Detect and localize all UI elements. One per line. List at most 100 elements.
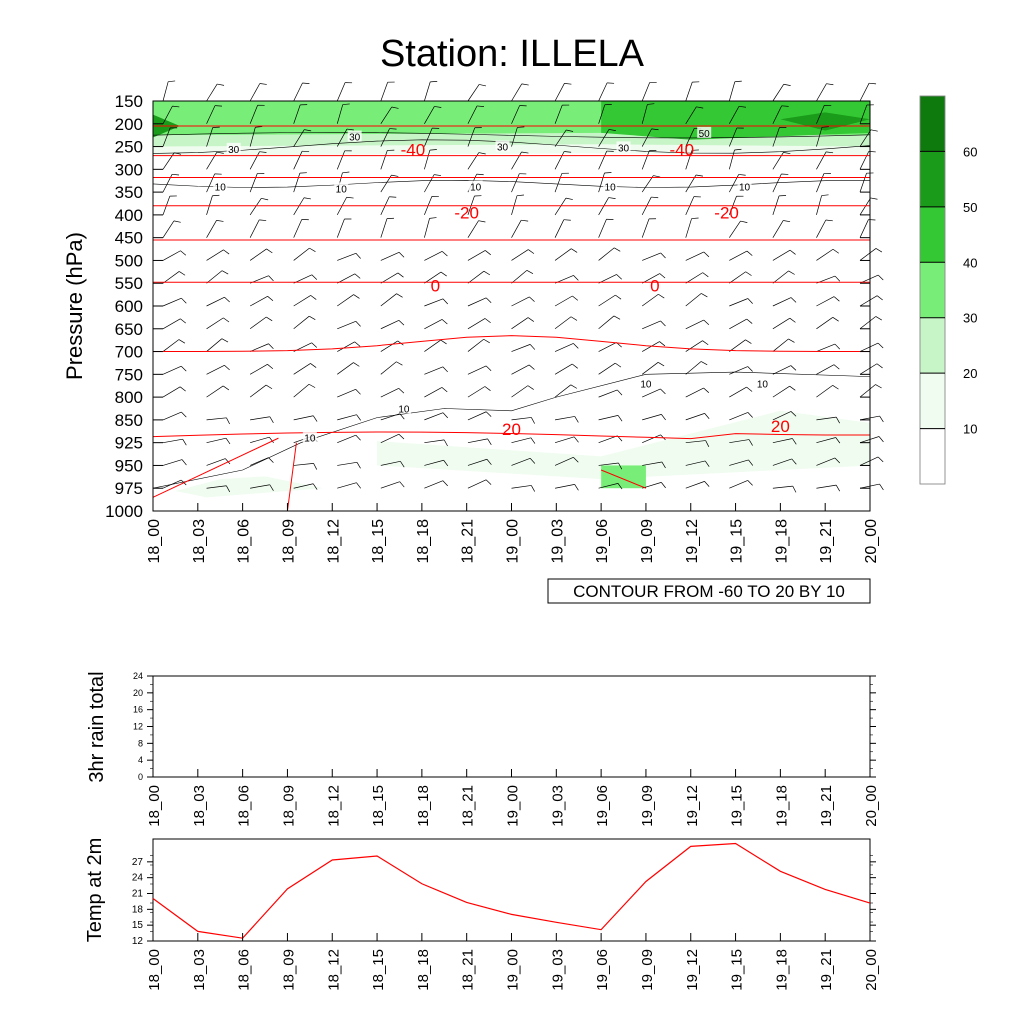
wind-barb: [380, 460, 401, 466]
wind-barb: [859, 104, 868, 124]
wind-barb: [816, 457, 836, 466]
chart-title: Station: ILLELA: [380, 33, 645, 75]
wind-barb: [685, 413, 705, 421]
wind-barb-flag: [265, 384, 273, 390]
y-tick-label: 24: [132, 873, 144, 884]
wind-barb: [337, 294, 354, 307]
wind-barb-flag: [781, 105, 789, 107]
wind-barb: [424, 439, 445, 444]
wind-barb-flag: [659, 341, 666, 347]
wind-barb-flag: [738, 105, 746, 108]
x-tick-label: 19_00: [505, 785, 522, 827]
wind-barb: [380, 361, 397, 375]
wind-barb: [859, 129, 872, 147]
x-tick-label: 18_09: [280, 519, 297, 564]
wind-barb: [772, 249, 791, 261]
wind-barb-flag: [869, 82, 877, 85]
temperature-contours: [152, 125, 871, 512]
wind-barb: [424, 271, 442, 284]
fill-band-upper-60: [780, 112, 870, 131]
wind-barb-flag: [311, 342, 318, 348]
wind-barb: [249, 457, 269, 466]
wind-barb-flag: [570, 384, 578, 389]
wind-barb-flag: [563, 219, 571, 221]
wind-barb: [642, 341, 660, 352]
wind-barb: [424, 387, 443, 398]
rain-plot-frame: [152, 675, 871, 778]
wind-barb: [293, 104, 301, 124]
wind-barb: [772, 485, 793, 489]
wind-barb: [729, 480, 748, 489]
wind-barb-flag: [529, 344, 536, 350]
wind-barb: [772, 105, 782, 124]
wind-barb: [380, 293, 397, 307]
colorbar-box: [919, 262, 946, 318]
wind-barb-flag: [876, 363, 883, 369]
wind-barb: [729, 339, 746, 352]
wind-barb-flag: [440, 339, 447, 345]
wind-barb: [337, 388, 356, 398]
wind-barb-flag: [613, 315, 621, 320]
wind-barb-flag: [879, 483, 884, 491]
wind-barb-flag: [216, 151, 224, 154]
wind-barb-flag: [268, 343, 274, 349]
wind-barb: [685, 361, 702, 375]
wind-contour-50: [152, 132, 871, 139]
wind-barb-flag: [738, 174, 746, 176]
wind-barb: [511, 220, 522, 238]
wind-barb-flag: [617, 483, 623, 490]
fill-patch-low-left: [175, 476, 324, 498]
wind-barb: [641, 362, 659, 375]
colorbar-label: 10: [963, 422, 977, 437]
wind-barb-flag: [835, 437, 841, 444]
wind-barb: [554, 129, 567, 147]
wind-barb-flag: [617, 415, 623, 422]
wind-barb-flag: [613, 247, 621, 252]
wind-barb-flag: [528, 364, 535, 370]
wind-barb-flag: [572, 295, 579, 301]
wind-barb-flag: [311, 274, 318, 280]
temperature-contour-low: [286, 442, 297, 512]
wind-barb: [685, 387, 704, 398]
wind-barb: [467, 127, 476, 147]
wind-barb: [685, 218, 692, 238]
x-tick-label: 19_21: [818, 949, 835, 991]
wind-barb: [467, 318, 486, 330]
wind-barb: [162, 339, 180, 352]
wind-barb: [772, 270, 789, 284]
wind-barb: [206, 317, 224, 330]
wind-barb: [554, 384, 572, 398]
x-tick-label: 19_09: [639, 519, 656, 564]
x-tick-label: 19_00: [505, 519, 522, 564]
wind-barb: [511, 151, 522, 170]
wind-barb: [511, 457, 531, 466]
wind-barb-flag: [647, 103, 655, 105]
wind-barb-flag: [573, 343, 579, 349]
wind-barb: [641, 150, 650, 170]
wind-barb: [206, 173, 216, 193]
wind-barb: [642, 414, 662, 421]
wind-barb: [729, 250, 748, 261]
y-tick-label: 15: [132, 920, 144, 931]
wind-barb: [511, 195, 518, 215]
wind-barb: [598, 435, 618, 443]
wind-barb: [511, 317, 529, 330]
wind-barb-flag: [221, 270, 229, 275]
wind-barb-flag: [443, 460, 449, 467]
x-tick-label: 20_00: [863, 949, 880, 991]
wind-barb: [206, 249, 224, 261]
wind-barb: [206, 127, 214, 147]
wind-label-bg: [226, 142, 241, 154]
wind-barb: [293, 295, 311, 307]
wind-barb-flag: [342, 103, 350, 105]
wind-barb: [424, 459, 444, 466]
wind-barb-flag: [870, 129, 878, 132]
wind-barb-flag: [615, 362, 622, 368]
wind-barb-flag: [224, 296, 230, 303]
x-tick-label: 18_15: [370, 785, 387, 827]
wind-barb-flag: [354, 273, 361, 279]
wind-barb: [729, 439, 750, 444]
wind-barb: [337, 362, 354, 375]
wind-barb: [249, 83, 261, 102]
wind-barb: [162, 250, 181, 261]
